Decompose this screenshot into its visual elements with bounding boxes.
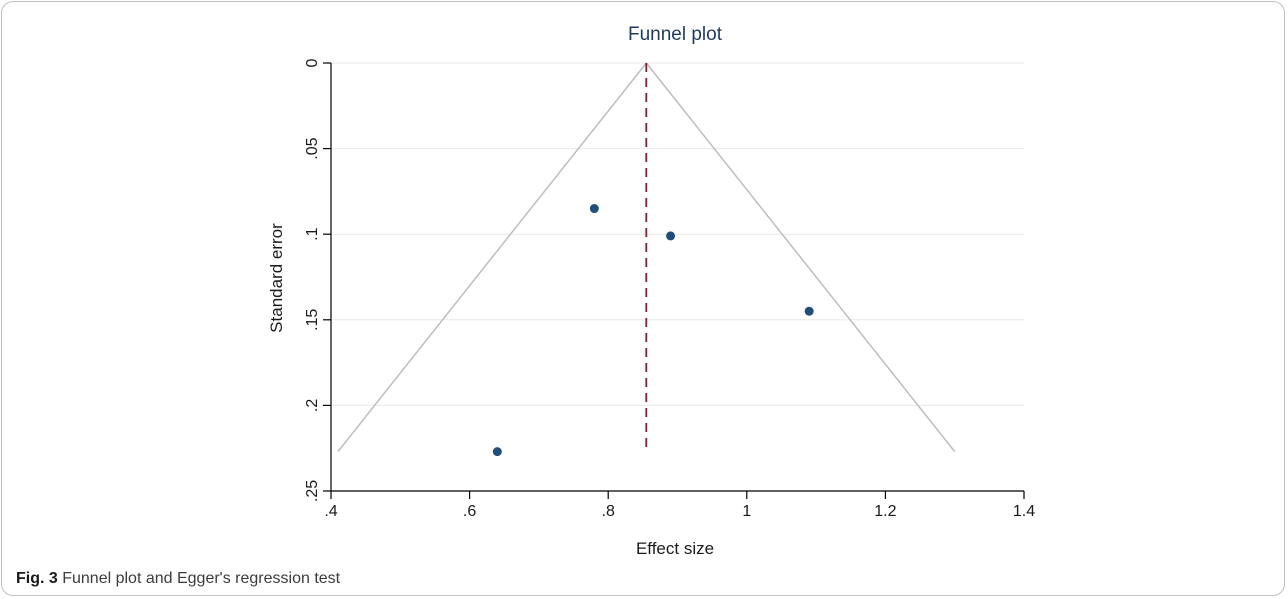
axes-layer: 0 .05 .1 .15 .2 .25.4 .6 .8 1 1.2 1.4 — [304, 58, 1035, 520]
figure-number: Fig. 3 — [16, 570, 58, 587]
x-tick-label-2: .8 — [602, 503, 615, 520]
x-tick-label-3: 1 — [742, 503, 751, 520]
funnel-left-line — [337, 62, 647, 453]
y-tick-label-1: .05 — [304, 137, 321, 159]
figure-caption-text: Funnel plot and Egger's regression test — [62, 570, 341, 587]
data-point-1 — [666, 231, 676, 241]
y-tick-label-2: .1 — [304, 227, 321, 240]
chart-title: Funnel plot — [628, 24, 723, 45]
y-tick-label-0: 0 — [304, 58, 321, 67]
funnel-right-line — [645, 62, 956, 453]
points-layer — [492, 204, 814, 457]
y-tick-label-3: .15 — [304, 309, 321, 331]
y-axis-label: Standard error — [267, 223, 286, 333]
x-tick-label-5: 1.4 — [1013, 503, 1035, 520]
x-tick-label-4: 1.2 — [874, 503, 896, 520]
y-tick-label-4: .2 — [304, 399, 321, 412]
x-tick-label-1: .6 — [463, 503, 476, 520]
data-point-2 — [804, 306, 814, 316]
data-point-3 — [492, 447, 502, 457]
x-axis-label: Effect size — [636, 539, 714, 558]
y-tick-label-5: .25 — [304, 480, 321, 502]
grid-layer — [331, 62, 1024, 492]
x-tick-label-0: .4 — [324, 503, 337, 520]
data-point-0 — [589, 204, 599, 214]
funnel-layer — [337, 62, 956, 453]
figure-caption: Fig. 3 Funnel plot and Egger's regressio… — [16, 570, 340, 588]
